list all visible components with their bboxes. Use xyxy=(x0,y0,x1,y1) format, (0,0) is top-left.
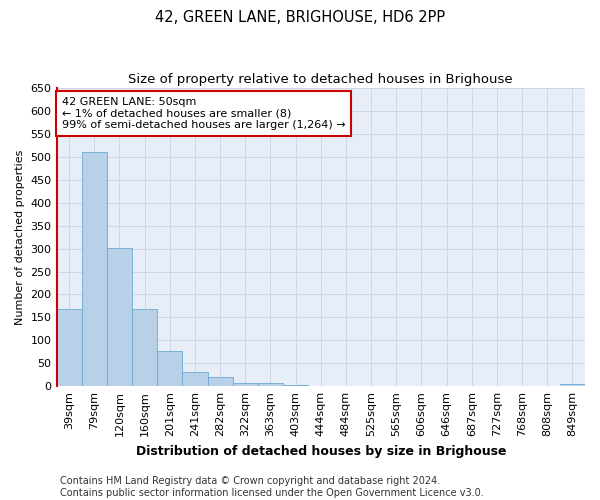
Bar xyxy=(182,372,208,386)
Bar xyxy=(107,248,132,386)
Bar xyxy=(82,152,107,386)
Text: 42 GREEN LANE: 50sqm
← 1% of detached houses are smaller (8)
99% of semi-detache: 42 GREEN LANE: 50sqm ← 1% of detached ho… xyxy=(62,97,346,130)
Bar xyxy=(208,377,233,386)
Bar xyxy=(132,309,157,386)
Bar xyxy=(157,351,182,386)
Bar xyxy=(258,382,283,386)
Text: Contains HM Land Registry data © Crown copyright and database right 2024.
Contai: Contains HM Land Registry data © Crown c… xyxy=(60,476,484,498)
Title: Size of property relative to detached houses in Brighouse: Size of property relative to detached ho… xyxy=(128,72,513,86)
Bar xyxy=(56,309,82,386)
Bar xyxy=(560,384,585,386)
Y-axis label: Number of detached properties: Number of detached properties xyxy=(15,150,25,325)
Bar xyxy=(233,382,258,386)
Bar xyxy=(283,385,308,386)
Text: 42, GREEN LANE, BRIGHOUSE, HD6 2PP: 42, GREEN LANE, BRIGHOUSE, HD6 2PP xyxy=(155,10,445,25)
X-axis label: Distribution of detached houses by size in Brighouse: Distribution of detached houses by size … xyxy=(136,444,506,458)
